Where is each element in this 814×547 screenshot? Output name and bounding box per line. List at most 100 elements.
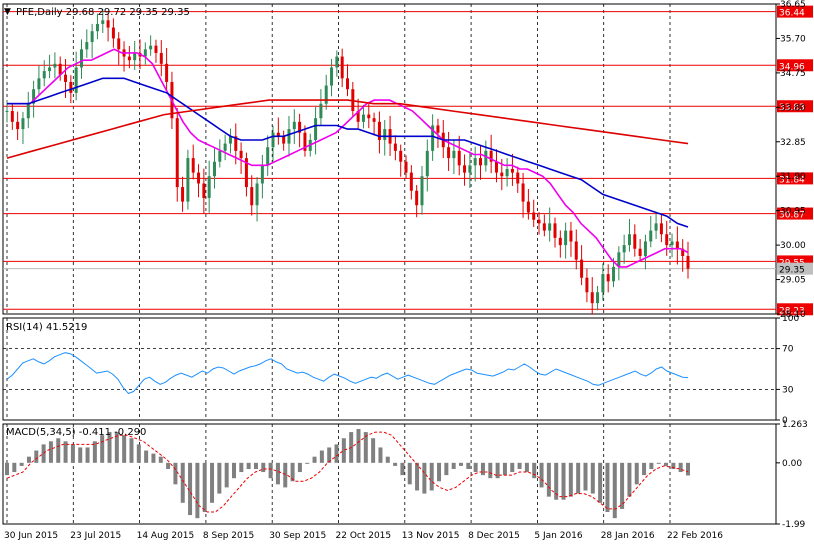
x-tick-label: 28 Jan 2016 (601, 531, 655, 541)
title-arrow-icon[interactable]: ▼ (4, 7, 11, 17)
current-price-bg (777, 262, 813, 275)
candle-body (266, 147, 270, 166)
candle-body (5, 110, 9, 112)
macd-bar (173, 462, 178, 485)
candle-body (133, 52, 137, 61)
macd-bar (41, 444, 46, 463)
macd-bar (605, 462, 610, 513)
candle-body (367, 114, 371, 119)
candle-body (79, 49, 83, 68)
macd-pane (5, 429, 690, 519)
pane-frame-0 (2, 3, 777, 315)
candle-body (553, 223, 557, 238)
macd-bar (261, 462, 266, 473)
candle-body (622, 245, 626, 253)
candle-body (282, 136, 286, 144)
macd-bar (34, 450, 39, 463)
candle-body (585, 277, 589, 293)
level-label-bg (777, 207, 813, 220)
candle-body (32, 89, 36, 104)
macd-bar (239, 462, 244, 473)
macd-bar (451, 462, 456, 469)
candle-body (42, 71, 46, 79)
candle-body (74, 67, 78, 93)
rsi-line (6, 352, 689, 395)
macd-bar (151, 453, 156, 463)
y-tick-label: 29.05 (780, 276, 806, 286)
candle-body (548, 223, 552, 231)
candle-body (479, 158, 483, 166)
y-tick-label: 34.75 (780, 69, 806, 79)
macd-bar (583, 462, 588, 491)
candle-body (468, 165, 472, 173)
level-label: 28.23 (779, 306, 805, 316)
macd-bar (275, 462, 280, 485)
macd-bar (85, 447, 90, 463)
candle-body (143, 49, 147, 57)
macd-bar (63, 441, 68, 463)
macd-bar (371, 438, 376, 463)
candle-body (510, 168, 514, 173)
candle-body (165, 63, 169, 82)
macd-bar (576, 462, 581, 494)
y-tick-label: 30.95 (780, 207, 806, 217)
candle-body (159, 52, 163, 64)
macd-title: MACD(5,34,5) -0.411 -0.290 (6, 427, 146, 438)
candle-body (420, 176, 424, 206)
candle-body (64, 74, 68, 82)
macd-bar (136, 444, 141, 463)
macd-bar (224, 462, 229, 488)
main-title: PFE,Daily 29.68 29.72 29.35 29.35 (16, 7, 190, 18)
level-label-bg (777, 255, 813, 268)
candle-body (202, 183, 206, 198)
macd-bar (12, 462, 17, 473)
candle-body (37, 78, 41, 90)
macd-bar (620, 462, 625, 509)
candle-body (48, 67, 52, 72)
level-label-bg (777, 303, 813, 316)
macd-bar (686, 462, 690, 476)
macd-bar (649, 462, 654, 469)
candle-body (564, 230, 568, 246)
candle-body (457, 150, 461, 166)
level-label: 34.96 (779, 62, 805, 72)
level-label-bg (777, 100, 813, 113)
candle-body (612, 266, 616, 282)
candle-body (675, 241, 679, 249)
macd-bar (517, 462, 522, 469)
candle-body (681, 248, 685, 256)
candle-body (69, 81, 73, 93)
y-tick-label: 28.10 (780, 310, 806, 320)
candle-body (175, 118, 179, 188)
macd-bar (268, 462, 273, 479)
candle-body (638, 248, 642, 256)
candle-body (665, 234, 669, 246)
macd-bar (195, 462, 200, 519)
macd-y-tick-label: 0.00 (782, 459, 802, 469)
x-tick-label: 30 Jun 2015 (4, 531, 58, 541)
candle-body (654, 223, 658, 231)
candle-body (643, 241, 647, 256)
candle-body (372, 118, 376, 122)
macd-bar (122, 435, 127, 463)
macd-bar (48, 441, 53, 463)
candle-body (425, 150, 429, 177)
candle-body (537, 219, 541, 224)
level-label-bg (777, 5, 813, 18)
candle-body (154, 45, 158, 53)
macd-bar (393, 462, 398, 466)
macd-bar (5, 462, 9, 476)
axes: 30 Jun 2015 23 Jul 2015 14 Aug 2015 8 Sep 2… (4, 0, 808, 541)
macd-bar (612, 462, 617, 519)
macd-bar (180, 462, 185, 503)
x-tick-label: 30 Sep 2015 (269, 531, 326, 541)
y-tick-label: 31.90 (780, 172, 806, 182)
y-tick-label: 30.00 (780, 241, 806, 251)
y-tick-label: 36.65 (780, 0, 806, 10)
candle-body (361, 114, 365, 122)
candle-body (314, 118, 318, 140)
candle-body (218, 150, 222, 162)
macd-y-tick-label: -1.99 (782, 520, 806, 530)
